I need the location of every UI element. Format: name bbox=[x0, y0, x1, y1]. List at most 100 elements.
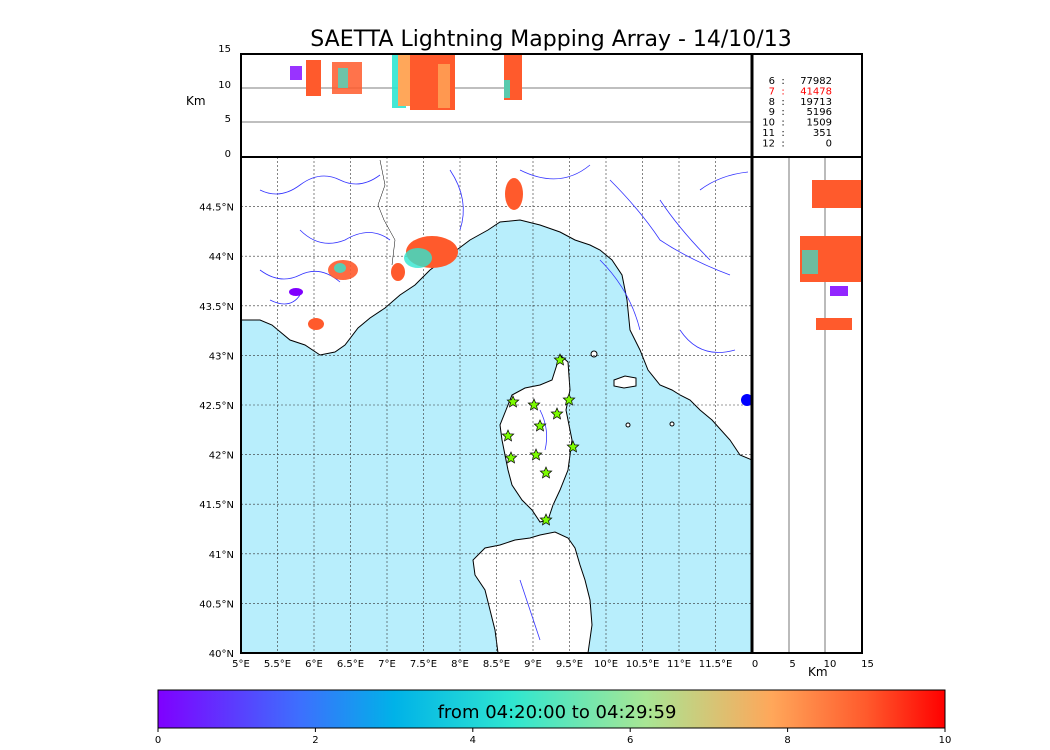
station-stats-rows: 6: 77982 7: 41478 8: 19713 9: 5196 10: 1509 11: 351… bbox=[762, 76, 832, 149]
colorbar-tick-label: 0 bbox=[155, 735, 161, 746]
map-source-cluster bbox=[391, 263, 405, 281]
latitude-tick-label: 42.5°N bbox=[199, 401, 234, 412]
side-panel-bg bbox=[752, 157, 862, 653]
source-count-value: 1509 bbox=[807, 118, 832, 129]
river bbox=[679, 329, 736, 353]
station-stat-row: 12: 0 bbox=[762, 138, 832, 149]
longitude-tick-label: 11.5°E bbox=[699, 659, 733, 670]
station-star-icon bbox=[566, 440, 580, 453]
altitude-panel-bg bbox=[241, 54, 752, 157]
river bbox=[259, 269, 341, 283]
side-source-cluster bbox=[802, 250, 818, 274]
station-star-icon bbox=[539, 466, 553, 479]
latitude-tick-label: 42°N bbox=[209, 451, 234, 462]
map-panel: 44.5°N 44°N 43.5°N 43°N 42.5°N 42°N 41.5°N 41°N… bbox=[199, 156, 753, 670]
source-count-value: 77982 bbox=[800, 76, 832, 87]
source-count-value: 0 bbox=[826, 138, 832, 149]
side-source-cluster bbox=[816, 318, 852, 330]
altitude-tick: 10 bbox=[218, 80, 231, 91]
station-stat-row: 6: 77982 bbox=[769, 76, 832, 87]
station-count-label: 6 bbox=[769, 76, 775, 87]
colorbar-ticks: 0 2 4 6 8 10 bbox=[155, 728, 952, 746]
longitude-tick-label: 7.5°E bbox=[410, 659, 437, 670]
colorbar-gradient bbox=[157, 689, 946, 729]
map-graticule bbox=[241, 157, 752, 653]
latitude-tick-label: 41°N bbox=[209, 550, 234, 561]
km-tick-label: 5 bbox=[789, 659, 795, 670]
station-count-label: 10 bbox=[762, 118, 775, 129]
stat-separator: : bbox=[781, 76, 784, 87]
altitude-source-cluster bbox=[290, 66, 302, 80]
km-tick-label: 0 bbox=[752, 659, 758, 670]
latitude-tick-label: 41.5°N bbox=[199, 500, 234, 511]
longitude-tick-label: 10.5°E bbox=[626, 659, 660, 670]
longitude-tick-label: 10°E bbox=[594, 659, 618, 670]
altitude-lightning-sources bbox=[290, 54, 522, 110]
corsica-island bbox=[499, 354, 573, 523]
map-source-cluster bbox=[308, 318, 324, 330]
country-border bbox=[377, 159, 396, 266]
station-stats-panel: 6: 77982 7: 41478 8: 19713 9: 5196 10: 1509 11: 351… bbox=[751, 53, 863, 158]
altitude-axis-label: Km bbox=[186, 94, 206, 108]
longitude-tick-label: 6.5°E bbox=[337, 659, 364, 670]
colorbar-tick-label: 4 bbox=[470, 735, 476, 746]
station-star-icon bbox=[529, 448, 543, 461]
longitude-tick-label: 5°E bbox=[232, 659, 250, 670]
longitude-tick-label: 7°E bbox=[378, 659, 396, 670]
source-count-value: 5196 bbox=[807, 107, 832, 118]
altitude-source-cluster bbox=[306, 60, 321, 96]
stat-separator: : bbox=[781, 128, 784, 139]
latitude-tick-label: 43°N bbox=[209, 351, 234, 362]
river bbox=[449, 169, 464, 231]
km-axis-label: Km bbox=[808, 665, 828, 679]
km-ticks: 0 5 10 15 bbox=[752, 659, 874, 670]
stat-separator: : bbox=[781, 118, 784, 129]
river bbox=[699, 171, 749, 191]
map-source-cluster bbox=[289, 288, 303, 296]
colorbar-tick-label: 8 bbox=[784, 735, 790, 746]
side-source-cluster bbox=[830, 286, 848, 296]
colorbar-tick-label: 10 bbox=[939, 735, 952, 746]
river bbox=[659, 199, 711, 261]
longitude-tick-label: 6°E bbox=[305, 659, 323, 670]
longitude-tick-label: 8.5°E bbox=[483, 659, 510, 670]
side-source-cluster bbox=[812, 180, 862, 208]
station-star-icon bbox=[506, 395, 520, 408]
station-stat-row: 11: 351 bbox=[762, 128, 832, 139]
giglio-island bbox=[669, 421, 675, 427]
map-source-cluster bbox=[334, 263, 346, 273]
longitude-tick-label: 5.5°E bbox=[264, 659, 291, 670]
longitude-tick-label: 11°E bbox=[667, 659, 691, 670]
longitude-tick-label: 9.5°E bbox=[556, 659, 583, 670]
colorbar-label: from 04:20:00 to 04:29:59 bbox=[438, 702, 677, 723]
latitude-tick-label: 43.5°N bbox=[199, 302, 234, 313]
station-count-label: 12 bbox=[762, 138, 775, 149]
altitude-tick: 5 bbox=[225, 114, 231, 125]
side-lightning-sources bbox=[800, 180, 862, 330]
altitude-tick: 15 bbox=[218, 44, 231, 55]
altitude-source-cluster bbox=[438, 64, 450, 108]
longitude-tick-label: 8°E bbox=[451, 659, 469, 670]
colorbar-tick-label: 6 bbox=[627, 735, 633, 746]
river bbox=[539, 409, 548, 451]
river bbox=[259, 174, 381, 195]
station-star-icon bbox=[553, 353, 567, 366]
source-count-value: 41478 bbox=[800, 86, 832, 97]
latitude-tick-label: 40°N bbox=[209, 649, 234, 660]
river bbox=[519, 164, 591, 180]
longitude-ticks: 5°E 5.5°E 6°E 6.5°E 7°E 7.5°E 8°E 8.5°E 9°E 9.5°E… bbox=[232, 659, 732, 670]
station-star-icon bbox=[533, 419, 547, 432]
stat-separator: : bbox=[781, 86, 784, 97]
latitude-ticks: 44.5°N 44°N 43.5°N 43°N 42.5°N 42°N 41.5°N 41°N… bbox=[199, 203, 234, 660]
stat-separator: : bbox=[781, 107, 784, 118]
stat-separator: : bbox=[781, 138, 784, 149]
station-stat-row: 10: 1509 bbox=[762, 118, 832, 129]
river bbox=[519, 579, 541, 641]
station-count-label: 11 bbox=[762, 128, 775, 139]
river bbox=[269, 294, 301, 305]
altitude-source-cluster bbox=[338, 68, 348, 88]
station-stat-row: 8: 19713 bbox=[769, 97, 832, 108]
time-colorbar: from 04:20:00 to 04:29:59 0 2 4 6 8 10 bbox=[155, 689, 952, 746]
station-stat-row: 9: 5196 bbox=[769, 107, 832, 118]
